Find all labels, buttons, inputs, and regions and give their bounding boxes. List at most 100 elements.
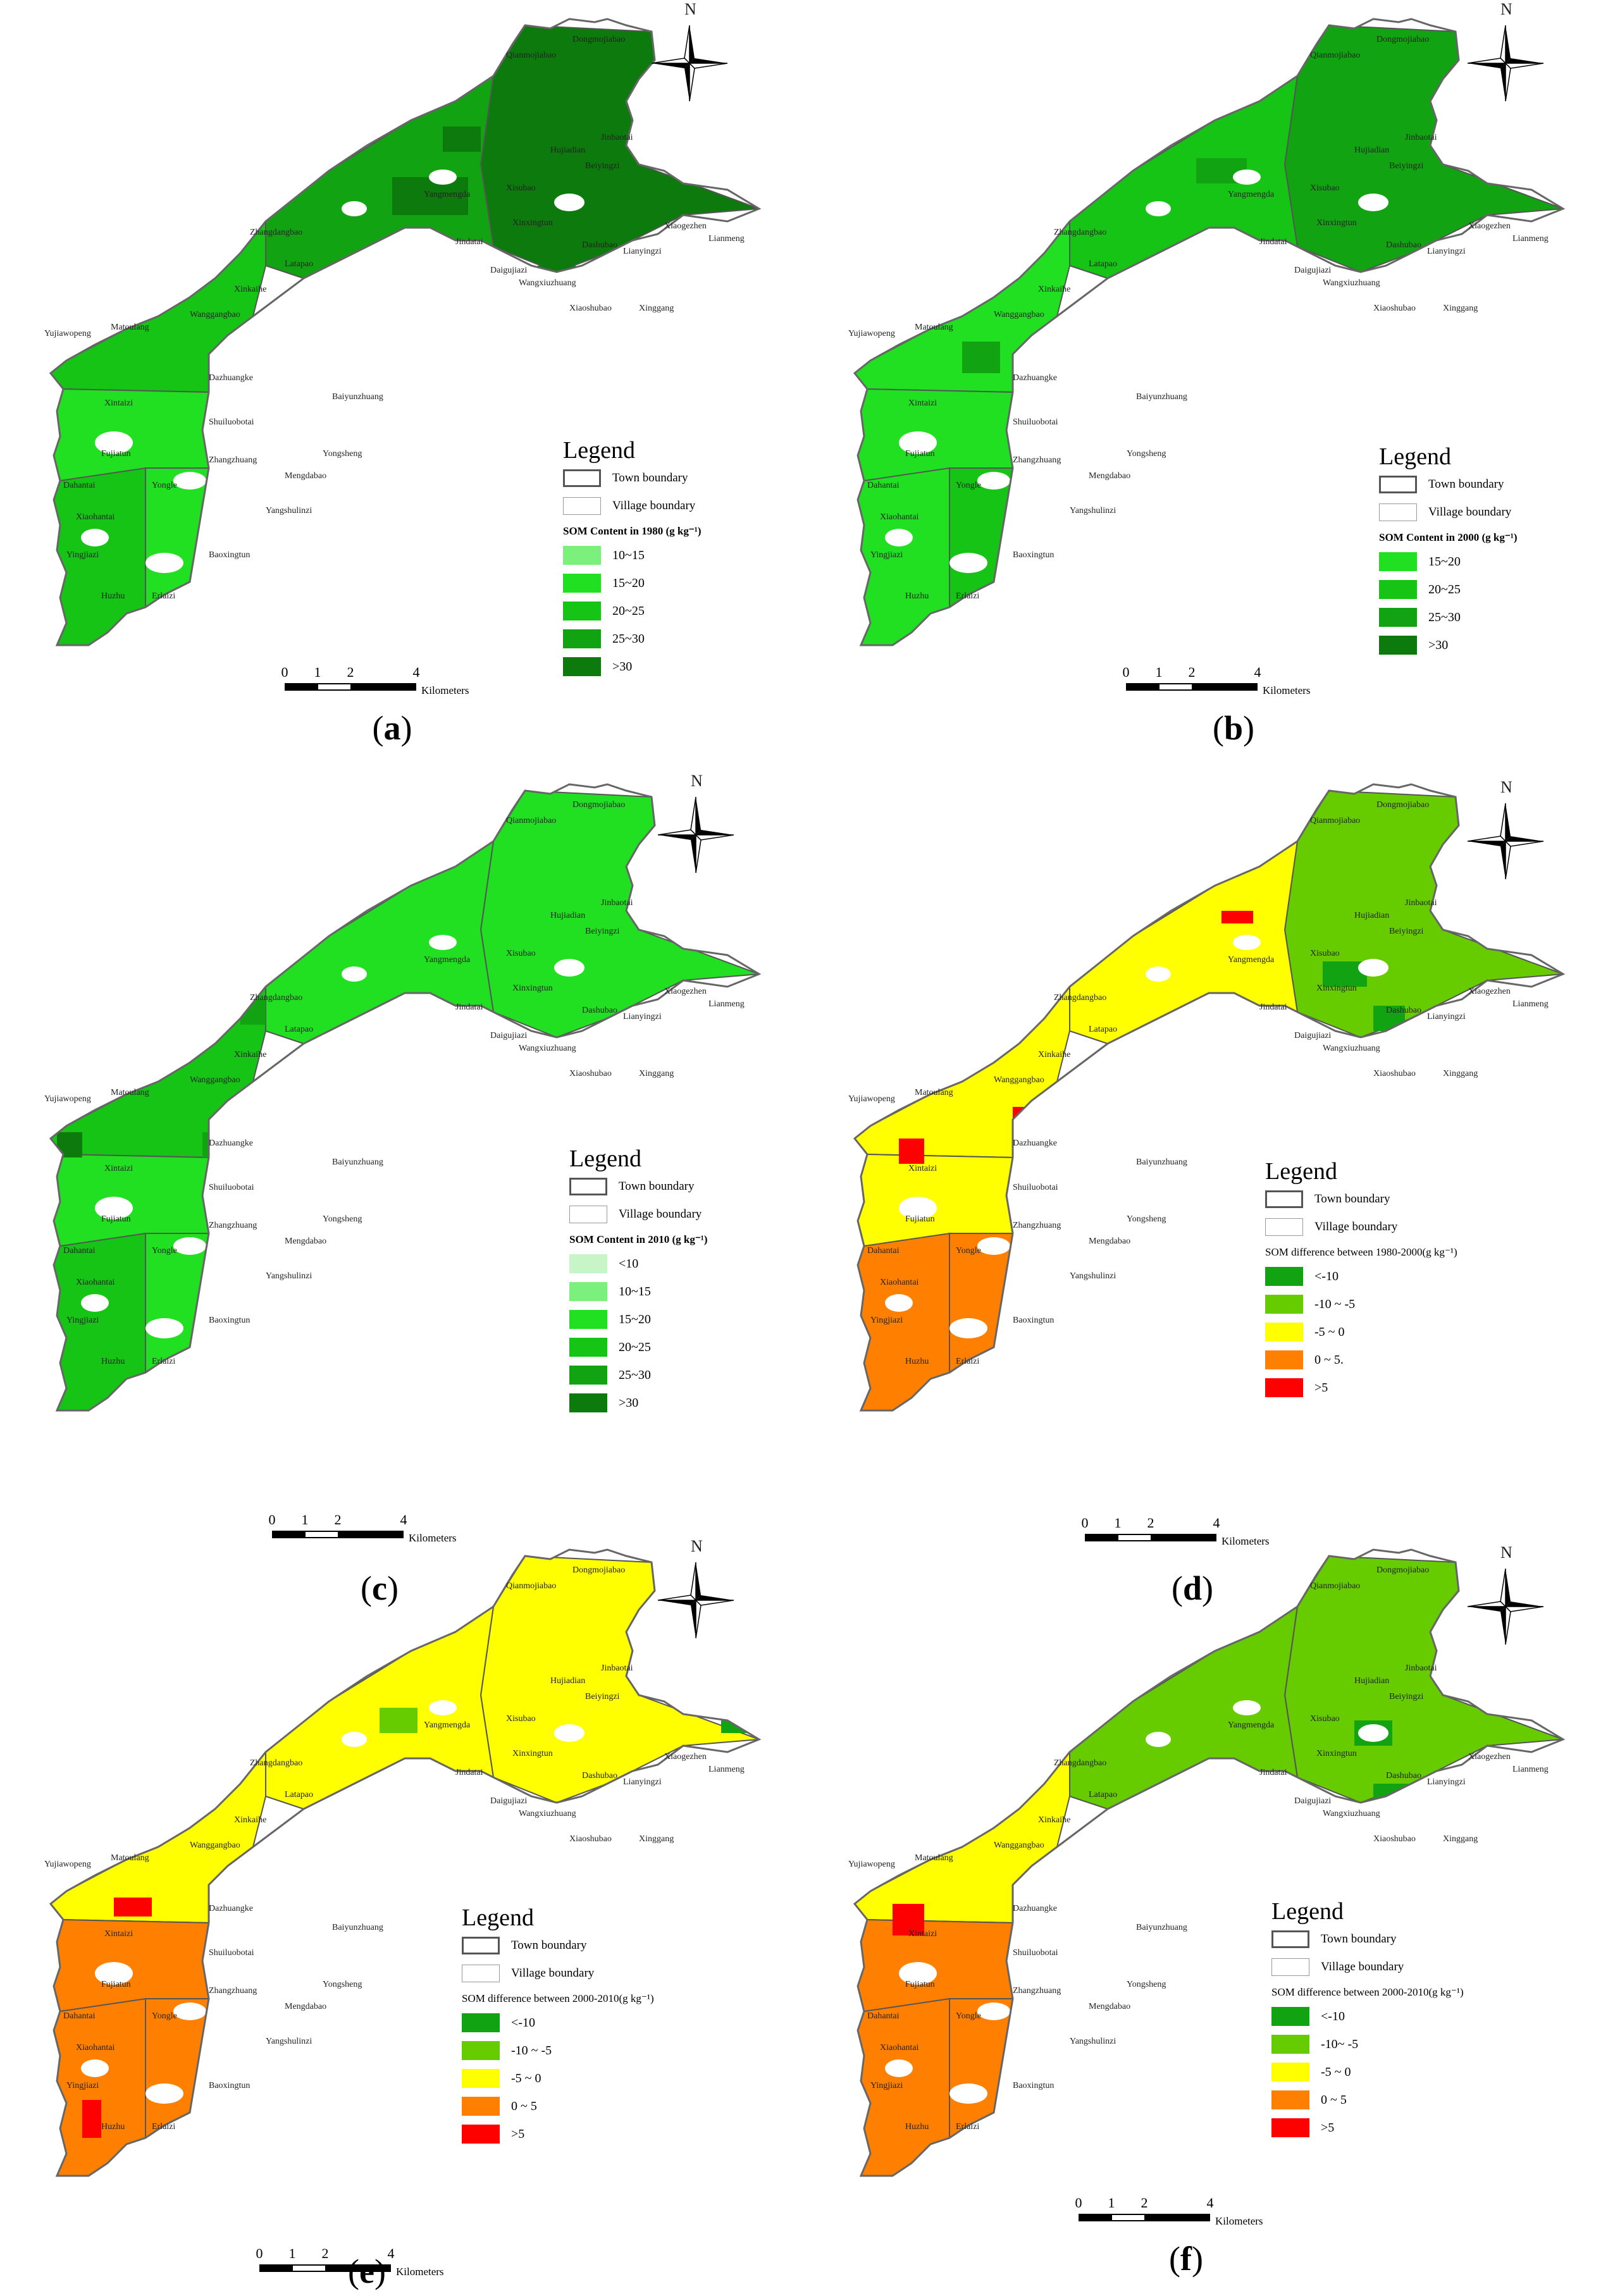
panel-letter: b bbox=[1223, 709, 1244, 747]
panel-letter: e bbox=[359, 2252, 374, 2290]
scale-bar: 0 1 2 4 Kilometers bbox=[1082, 1515, 1313, 1553]
village-label: Xinkaihe bbox=[1038, 1815, 1071, 1825]
legend-swatch bbox=[1265, 1350, 1303, 1369]
legend-title: Legend bbox=[1379, 443, 1451, 470]
legend-town-boundary: Town boundary bbox=[563, 464, 702, 492]
village-label: Daigujiazi bbox=[1294, 1031, 1332, 1040]
non-farmland-area bbox=[95, 1962, 133, 1985]
legend-label: Village boundary bbox=[511, 1966, 595, 1980]
panel-label: (e) bbox=[348, 2252, 386, 2290]
non-farmland-area bbox=[1054, 1161, 1085, 1179]
village-label: Baoxingtun bbox=[1013, 1316, 1054, 1325]
non-farmland-area bbox=[145, 2083, 183, 2104]
non-farmland-area bbox=[228, 1863, 253, 1881]
legend-label: 10~15 bbox=[619, 1284, 651, 1299]
village-label: Wanggangbao bbox=[190, 1075, 240, 1085]
non-farmland-area bbox=[554, 1724, 584, 1742]
village-label: Yongle bbox=[956, 1246, 981, 1256]
village-label: Xiaohantai bbox=[76, 2043, 115, 2052]
som-patch bbox=[392, 177, 468, 215]
village-label: Mengdabao bbox=[1089, 471, 1131, 481]
village-label: Yangmengda bbox=[424, 1720, 471, 1730]
village-label: Baiyunzhuang bbox=[1136, 1157, 1187, 1167]
village-label: Jindatai bbox=[1259, 1003, 1287, 1012]
village-label: Wangxiuzhuang bbox=[519, 1044, 576, 1053]
non-farmland-area bbox=[429, 935, 457, 950]
legend-label: <10 bbox=[619, 1256, 639, 1271]
village-label: Mengdabao bbox=[285, 471, 327, 481]
village-label: Baoxingtun bbox=[1013, 550, 1054, 560]
panel-letter: c bbox=[372, 1569, 387, 1607]
som-patch bbox=[1221, 911, 1253, 923]
legend-swatch bbox=[1379, 476, 1417, 493]
village-label: Lianmeng bbox=[1512, 234, 1549, 244]
village-label: Wangxiuzhuang bbox=[1323, 278, 1380, 288]
legend-class: -5 ~ 0 bbox=[1265, 1318, 1457, 1346]
village-label: Dahantai bbox=[867, 1246, 900, 1256]
legend-swatch bbox=[462, 2013, 500, 2032]
village-label: Xiaoshubao bbox=[1373, 304, 1416, 313]
non-farmland-area bbox=[1233, 935, 1261, 950]
legend-swatch bbox=[569, 1178, 607, 1195]
legend-class: 15~20 bbox=[569, 1305, 708, 1333]
village-label: Matoulang bbox=[915, 1088, 953, 1097]
legend-label: 0 ~ 5 bbox=[511, 2099, 537, 2113]
panel-letter: d bbox=[1182, 1569, 1203, 1607]
legend-class: >30 bbox=[563, 653, 702, 681]
legend-swatch bbox=[569, 1282, 607, 1301]
village-label: Xiaohantai bbox=[880, 512, 919, 522]
village-label: Xiaogezhen bbox=[664, 987, 707, 996]
non-farmland-area bbox=[554, 959, 584, 977]
legend-village-boundary: Village boundary bbox=[563, 492, 702, 520]
village-label: Xinkaihe bbox=[234, 1815, 267, 1825]
village-label: Dongmojiabao bbox=[572, 35, 626, 44]
legend-town-boundary: Town boundary bbox=[462, 1932, 654, 1960]
village-label: Yujiawopeng bbox=[44, 329, 91, 338]
village-label: Xiaoshubao bbox=[1373, 1834, 1416, 1844]
village-label: Wanggangbao bbox=[994, 310, 1044, 319]
scale-unit: Kilometers bbox=[1263, 684, 1311, 696]
legend-swatch bbox=[569, 1366, 607, 1385]
north-arrow-icon bbox=[651, 25, 728, 102]
som-patch bbox=[380, 1708, 417, 1733]
village-label: Lianyingzi bbox=[1427, 1012, 1466, 1021]
non-farmland-area bbox=[429, 1700, 457, 1715]
non-farmland-area bbox=[1146, 201, 1171, 216]
village-label: Jindatai bbox=[1259, 1768, 1287, 1777]
non-farmland-area bbox=[949, 1318, 987, 1338]
legend-class: >30 bbox=[569, 1389, 708, 1417]
village-label: Daigujiazi bbox=[490, 1796, 528, 1806]
village-label: Daigujiazi bbox=[490, 1031, 528, 1040]
village-label: Baoxingtun bbox=[209, 2081, 250, 2090]
map-f bbox=[853, 1548, 1566, 2177]
scale-bar: 0 1 2 4 Kilometers bbox=[1122, 664, 1354, 702]
non-farmland-area bbox=[977, 2003, 1010, 2020]
village-label: Wanggangbao bbox=[994, 1841, 1044, 1850]
scale-bar-graphic bbox=[272, 1531, 404, 1538]
non-farmland-area bbox=[977, 472, 1010, 490]
legend-label: 15~20 bbox=[612, 576, 645, 590]
village-label: Matoulang bbox=[915, 1853, 953, 1863]
village-label: Lianmeng bbox=[1512, 1765, 1549, 1774]
legend-town-boundary: Town boundary bbox=[1379, 471, 1518, 498]
village-label: Xiaogezhen bbox=[1468, 221, 1511, 231]
village-label: Xiaogezhen bbox=[664, 1752, 707, 1762]
scale-tick: 2 bbox=[347, 664, 354, 680]
legend-label: -5 ~ 0 bbox=[511, 2071, 541, 2085]
village-label: Lianyingzi bbox=[623, 1777, 662, 1787]
legend-class: <-10 bbox=[462, 2009, 654, 2037]
legend-swatch bbox=[563, 469, 601, 487]
panel-letter: f bbox=[1180, 2240, 1192, 2278]
scale-tick: 0 bbox=[1122, 664, 1130, 680]
village-label: Dashubao bbox=[582, 1006, 617, 1015]
legend-class: 20~25 bbox=[569, 1333, 708, 1361]
legend-swatch bbox=[1379, 636, 1417, 655]
scale-bar-graphic bbox=[1079, 2214, 1210, 2221]
village-label: Dongmojiabao bbox=[1376, 35, 1430, 44]
non-farmland-area bbox=[95, 1197, 133, 1219]
legend-class: <-10 bbox=[1271, 2003, 1464, 2030]
legend-town-boundary: Town boundary bbox=[1271, 1925, 1464, 1953]
village-label: Jinbaotai bbox=[601, 1663, 633, 1673]
village-label: Yingjiazi bbox=[66, 1316, 99, 1325]
scale-tick: 1 bbox=[314, 664, 321, 680]
